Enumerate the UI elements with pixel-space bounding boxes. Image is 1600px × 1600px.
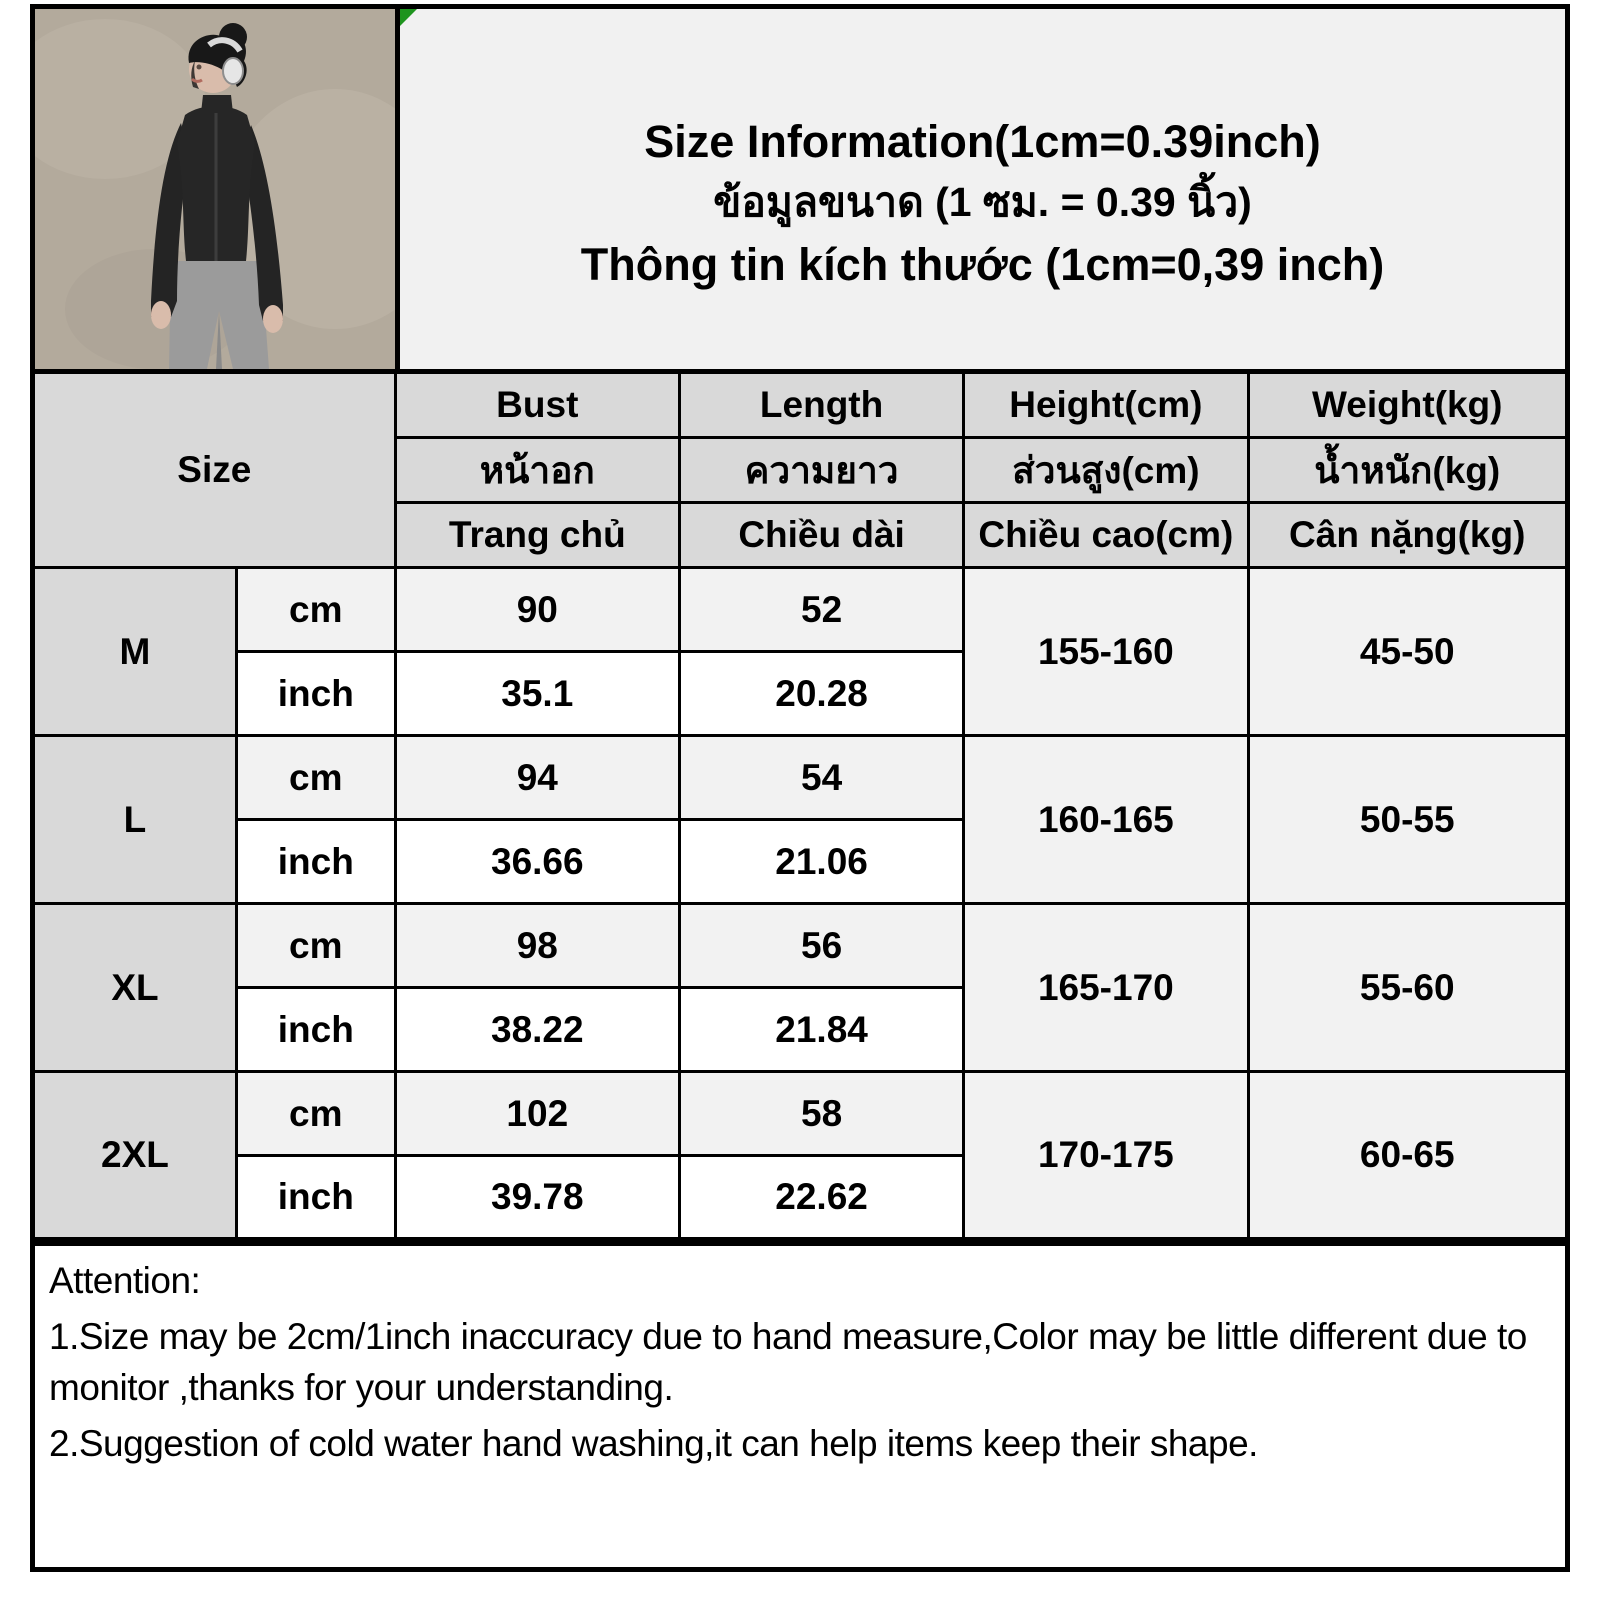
xl-height: 165-170 — [962, 902, 1250, 1073]
size-label-l: L — [31, 734, 238, 905]
m-bust-inch: 35.1 — [393, 650, 681, 737]
l-height: 160-165 — [962, 734, 1250, 905]
attention-heading: Attention: — [49, 1260, 201, 1301]
unit-label-cm: cm — [234, 902, 397, 989]
2xl-length-cm: 58 — [677, 1070, 966, 1157]
2xl-height: 170-175 — [962, 1070, 1250, 1241]
xl-length-inch: 21.84 — [677, 986, 966, 1073]
unit-label-inch: inch — [234, 986, 397, 1073]
size-label-xl: XL — [31, 902, 238, 1073]
m-weight: 45-50 — [1246, 566, 1569, 737]
l-weight: 50-55 — [1246, 734, 1569, 905]
attention-note-1: 1.Size may be 2cm/1inch inaccuracy due t… — [49, 1316, 1527, 1408]
col-header-height-th: ส่วนสูง(cm) — [962, 436, 1250, 504]
unit-label-cm: cm — [234, 566, 397, 653]
l-bust-cm: 94 — [393, 734, 681, 821]
m-height: 155-160 — [962, 566, 1250, 737]
title-english: Size Information(1cm=0.39inch) — [644, 115, 1321, 167]
size-label-m: M — [31, 566, 238, 737]
col-header-height-en: Height(cm) — [962, 370, 1250, 439]
size-column-header: Size — [31, 370, 397, 569]
unit-label-inch: inch — [234, 650, 397, 737]
xl-weight: 55-60 — [1246, 902, 1569, 1073]
col-header-length-en: Length — [677, 370, 966, 439]
col-header-weight-en: Weight(kg) — [1246, 370, 1569, 439]
size-chart-page: Size Information(1cm=0.39inch) ข้อมูลขนา… — [30, 4, 1570, 1572]
2xl-bust-cm: 102 — [393, 1070, 681, 1157]
headphones-icon — [207, 37, 243, 53]
col-header-weight-vi: Cân nặng(kg) — [1246, 501, 1569, 569]
attention-box: Attention: 1.Size may be 2cm/1inch inacc… — [30, 1242, 1570, 1572]
unit-label-cm: cm — [234, 734, 397, 821]
attention-note-2: 2.Suggestion of cold water hand washing,… — [49, 1422, 1258, 1464]
size-table: Size Bust Length Height(cm) Weight(kg) ห… — [30, 369, 1570, 1242]
unit-label-cm: cm — [234, 1070, 397, 1157]
xl-bust-cm: 98 — [393, 902, 681, 989]
size-info-title-cell: Size Information(1cm=0.39inch) ข้อมูลขนา… — [400, 9, 1565, 369]
col-header-length-vi: Chiều dài — [677, 501, 966, 569]
l-length-cm: 54 — [677, 734, 966, 821]
m-bust-cm: 90 — [393, 566, 681, 653]
l-bust-inch: 36.66 — [393, 818, 681, 905]
m-length-cm: 52 — [677, 566, 966, 653]
size-label-2xl: 2XL — [31, 1070, 238, 1241]
xl-bust-inch: 38.22 — [393, 986, 681, 1073]
col-header-bust-vi: Trang chủ — [393, 501, 681, 569]
product-photo-illustration — [35, 9, 395, 369]
unit-label-inch: inch — [234, 818, 397, 905]
leggings-shape — [169, 261, 269, 369]
green-corner-marker-icon — [400, 9, 417, 26]
2xl-length-inch: 22.62 — [677, 1154, 966, 1241]
top-section: Size Information(1cm=0.39inch) ข้อมูลขนา… — [30, 4, 1570, 369]
col-header-bust-th: หน้าอก — [393, 436, 681, 504]
2xl-weight: 60-65 — [1246, 1070, 1569, 1241]
xl-length-cm: 56 — [677, 902, 966, 989]
product-photo — [35, 9, 400, 369]
unit-label-inch: inch — [234, 1154, 397, 1241]
l-length-inch: 21.06 — [677, 818, 966, 905]
col-header-bust-en: Bust — [393, 370, 681, 439]
title-thai: ข้อมูลขนาด (1 ซม. = 0.39 นิ้ว) — [713, 179, 1252, 226]
2xl-bust-inch: 39.78 — [393, 1154, 681, 1241]
title-vietnamese: Thông tin kích thước (1cm=0,39 inch) — [580, 238, 1385, 290]
m-length-inch: 20.28 — [677, 650, 966, 737]
col-header-height-vi: Chiều cao(cm) — [962, 501, 1250, 569]
col-header-weight-th: น้ำหนัก(kg) — [1246, 436, 1569, 504]
col-header-length-th: ความยาว — [677, 436, 966, 504]
